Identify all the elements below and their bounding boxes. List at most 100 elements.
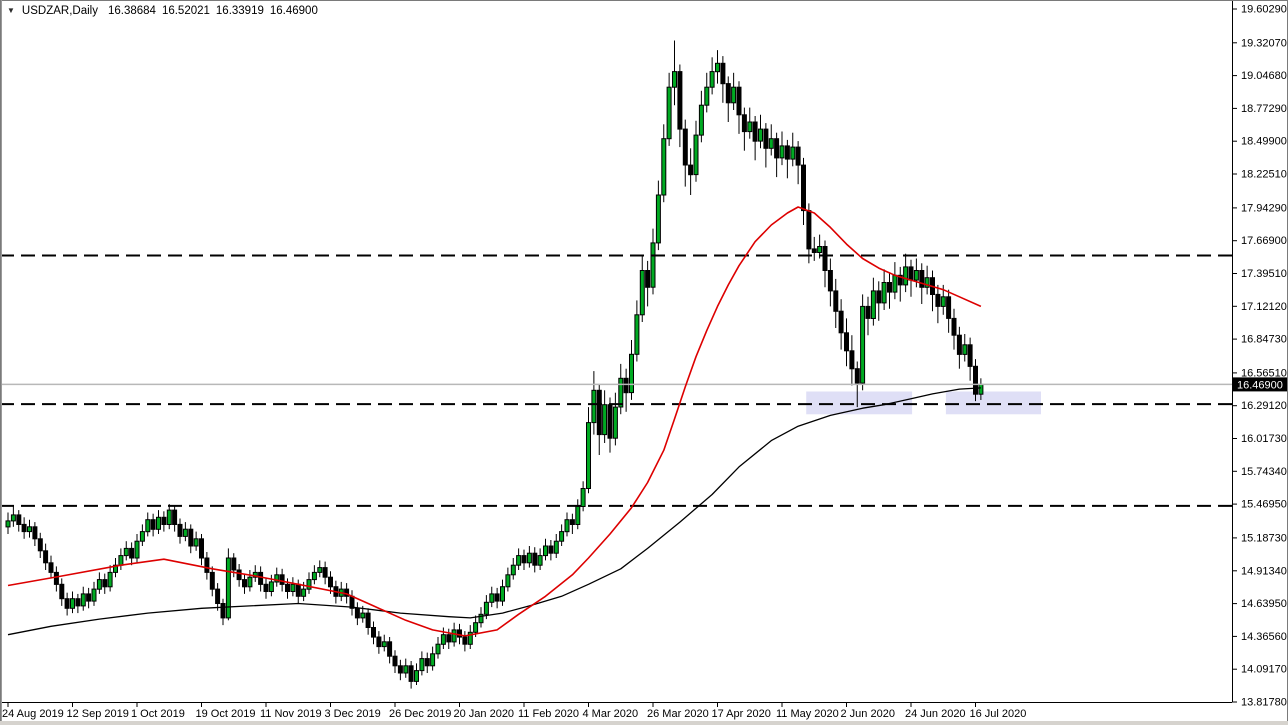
red-ma-line [7,206,982,637]
candle-body [150,519,156,530]
candle-body [505,574,511,588]
candle-body [596,389,602,436]
price-axis-label: 19.32070 [1241,37,1287,49]
candle-body [924,277,930,288]
candle-body [521,555,527,564]
candle-body [48,562,54,573]
candle-body [204,557,210,573]
price-axis-label: 14.91340 [1241,565,1287,577]
candle-body [247,576,253,588]
candle-body [731,86,737,104]
candle-body [887,282,892,293]
candle-body [252,571,258,578]
candle-body [371,627,376,638]
candle-body [408,665,414,682]
candle-body [258,571,264,585]
current-price-label-text: 16.46900 [1237,379,1283,391]
candle-body [96,579,102,590]
candle-body [661,138,667,196]
time-axis-label: 11 Nov 2019 [260,708,322,720]
candle-body [838,310,844,334]
candle-body [317,567,323,573]
candle-body [870,290,876,319]
candle-body [91,588,97,602]
candle-body [118,555,124,566]
candle-body [328,576,333,588]
time-axis[interactable]: 24 Aug 2019 12 Sep 2019 1 Oct 2019 19 Oct 2… [0,702,1232,720]
price-axis-label: 13.81780 [1241,697,1287,709]
candle-body [295,583,301,597]
time-axis-label: 2 Jun 2020 [841,708,895,720]
candle-body [897,274,903,286]
symbol-dropdown-arrow[interactable]: ▼ [7,6,15,15]
window-frame-bottom [0,721,1288,725]
candle-body [720,62,726,85]
candle-body [473,622,479,633]
candle-body [446,634,452,643]
candle-body [779,145,785,159]
candle-body [672,71,677,88]
candle-body [424,658,430,667]
candle-body [822,246,828,271]
candle-body [607,404,613,439]
candle-body [709,71,715,88]
candle-body [102,579,108,588]
price-axis-label: 16.01730 [1241,433,1287,445]
candle-body [698,104,704,136]
candle-body [693,134,699,176]
time-axis-label: 11 Feb 2020 [518,708,579,720]
candle-body [688,164,694,176]
time-axis-label: 11 May 2020 [776,708,839,720]
candle-body [946,296,952,319]
candle-body [274,574,280,583]
candle-body [860,305,866,384]
price-axis-label: 18.22510 [1241,169,1287,181]
candle-body [537,555,543,566]
time-axis-label: 17 Apr 2020 [712,708,771,720]
candle-body [500,586,505,602]
candle-body [553,540,559,554]
candle-body [182,528,188,537]
candle-body [21,523,27,533]
candle-body [752,121,758,142]
time-axis-label: 12 Sep 2019 [67,708,129,720]
candle-body [311,571,317,581]
candle-body [725,83,731,104]
candle-body [440,634,446,645]
black-ma-line [7,387,981,636]
candle-body [650,242,656,288]
ohlc-low-value: 16.33919 [215,5,264,17]
candle-body [612,406,618,439]
candle-body [403,665,409,674]
candle-body [602,404,608,436]
candle-body [913,270,919,281]
candle-body [231,557,237,571]
candle-body [967,344,973,367]
candle-body [806,210,812,250]
candle-body [354,607,360,619]
candle-body [634,314,640,355]
price-axis-label: 18.77290 [1241,103,1287,115]
candle-body [548,545,554,554]
price-axis-label: 15.18730 [1241,532,1287,544]
candle-body [784,145,790,160]
candle-body [435,643,441,655]
price-axis-label: 15.74340 [1241,466,1287,478]
price-axis[interactable]: 19.60290 19.32070 19.04680 18.77290 18.49900… [1232,0,1288,709]
time-axis-label: 3 Dec 2019 [325,708,381,720]
price-axis-label: 18.49900 [1241,136,1287,148]
price-axis-label: 16.84730 [1241,334,1287,346]
candle-body [908,266,914,281]
time-axis-label: 20 Jan 2020 [454,708,515,720]
candle-body [129,547,135,559]
time-axis-label: 24 Jun 2020 [905,708,966,720]
candle-body [268,581,274,593]
candle-body [365,612,371,628]
candle-body [360,612,366,619]
candle-body [80,593,86,607]
time-axis-label: 26 Dec 2019 [389,708,451,720]
candle-body [510,564,516,576]
candle-body [139,531,145,542]
